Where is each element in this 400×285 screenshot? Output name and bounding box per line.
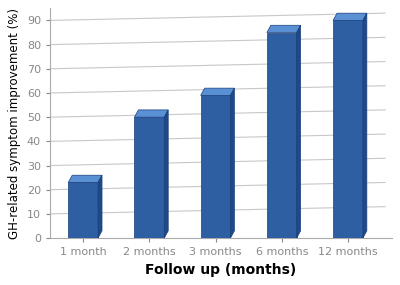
Polygon shape (333, 13, 367, 21)
Polygon shape (230, 88, 234, 238)
Polygon shape (267, 32, 297, 238)
Polygon shape (297, 25, 301, 238)
Polygon shape (134, 117, 164, 238)
Polygon shape (98, 175, 102, 238)
X-axis label: Follow up (months): Follow up (months) (145, 263, 296, 277)
Polygon shape (363, 13, 367, 238)
Polygon shape (267, 25, 301, 32)
Polygon shape (201, 95, 230, 238)
Polygon shape (201, 88, 234, 95)
Polygon shape (68, 182, 98, 238)
Polygon shape (333, 21, 363, 238)
Polygon shape (68, 175, 102, 182)
Y-axis label: GH-related symptom improvement (%): GH-related symptom improvement (%) (8, 8, 21, 239)
Polygon shape (164, 110, 168, 238)
Polygon shape (134, 110, 168, 117)
